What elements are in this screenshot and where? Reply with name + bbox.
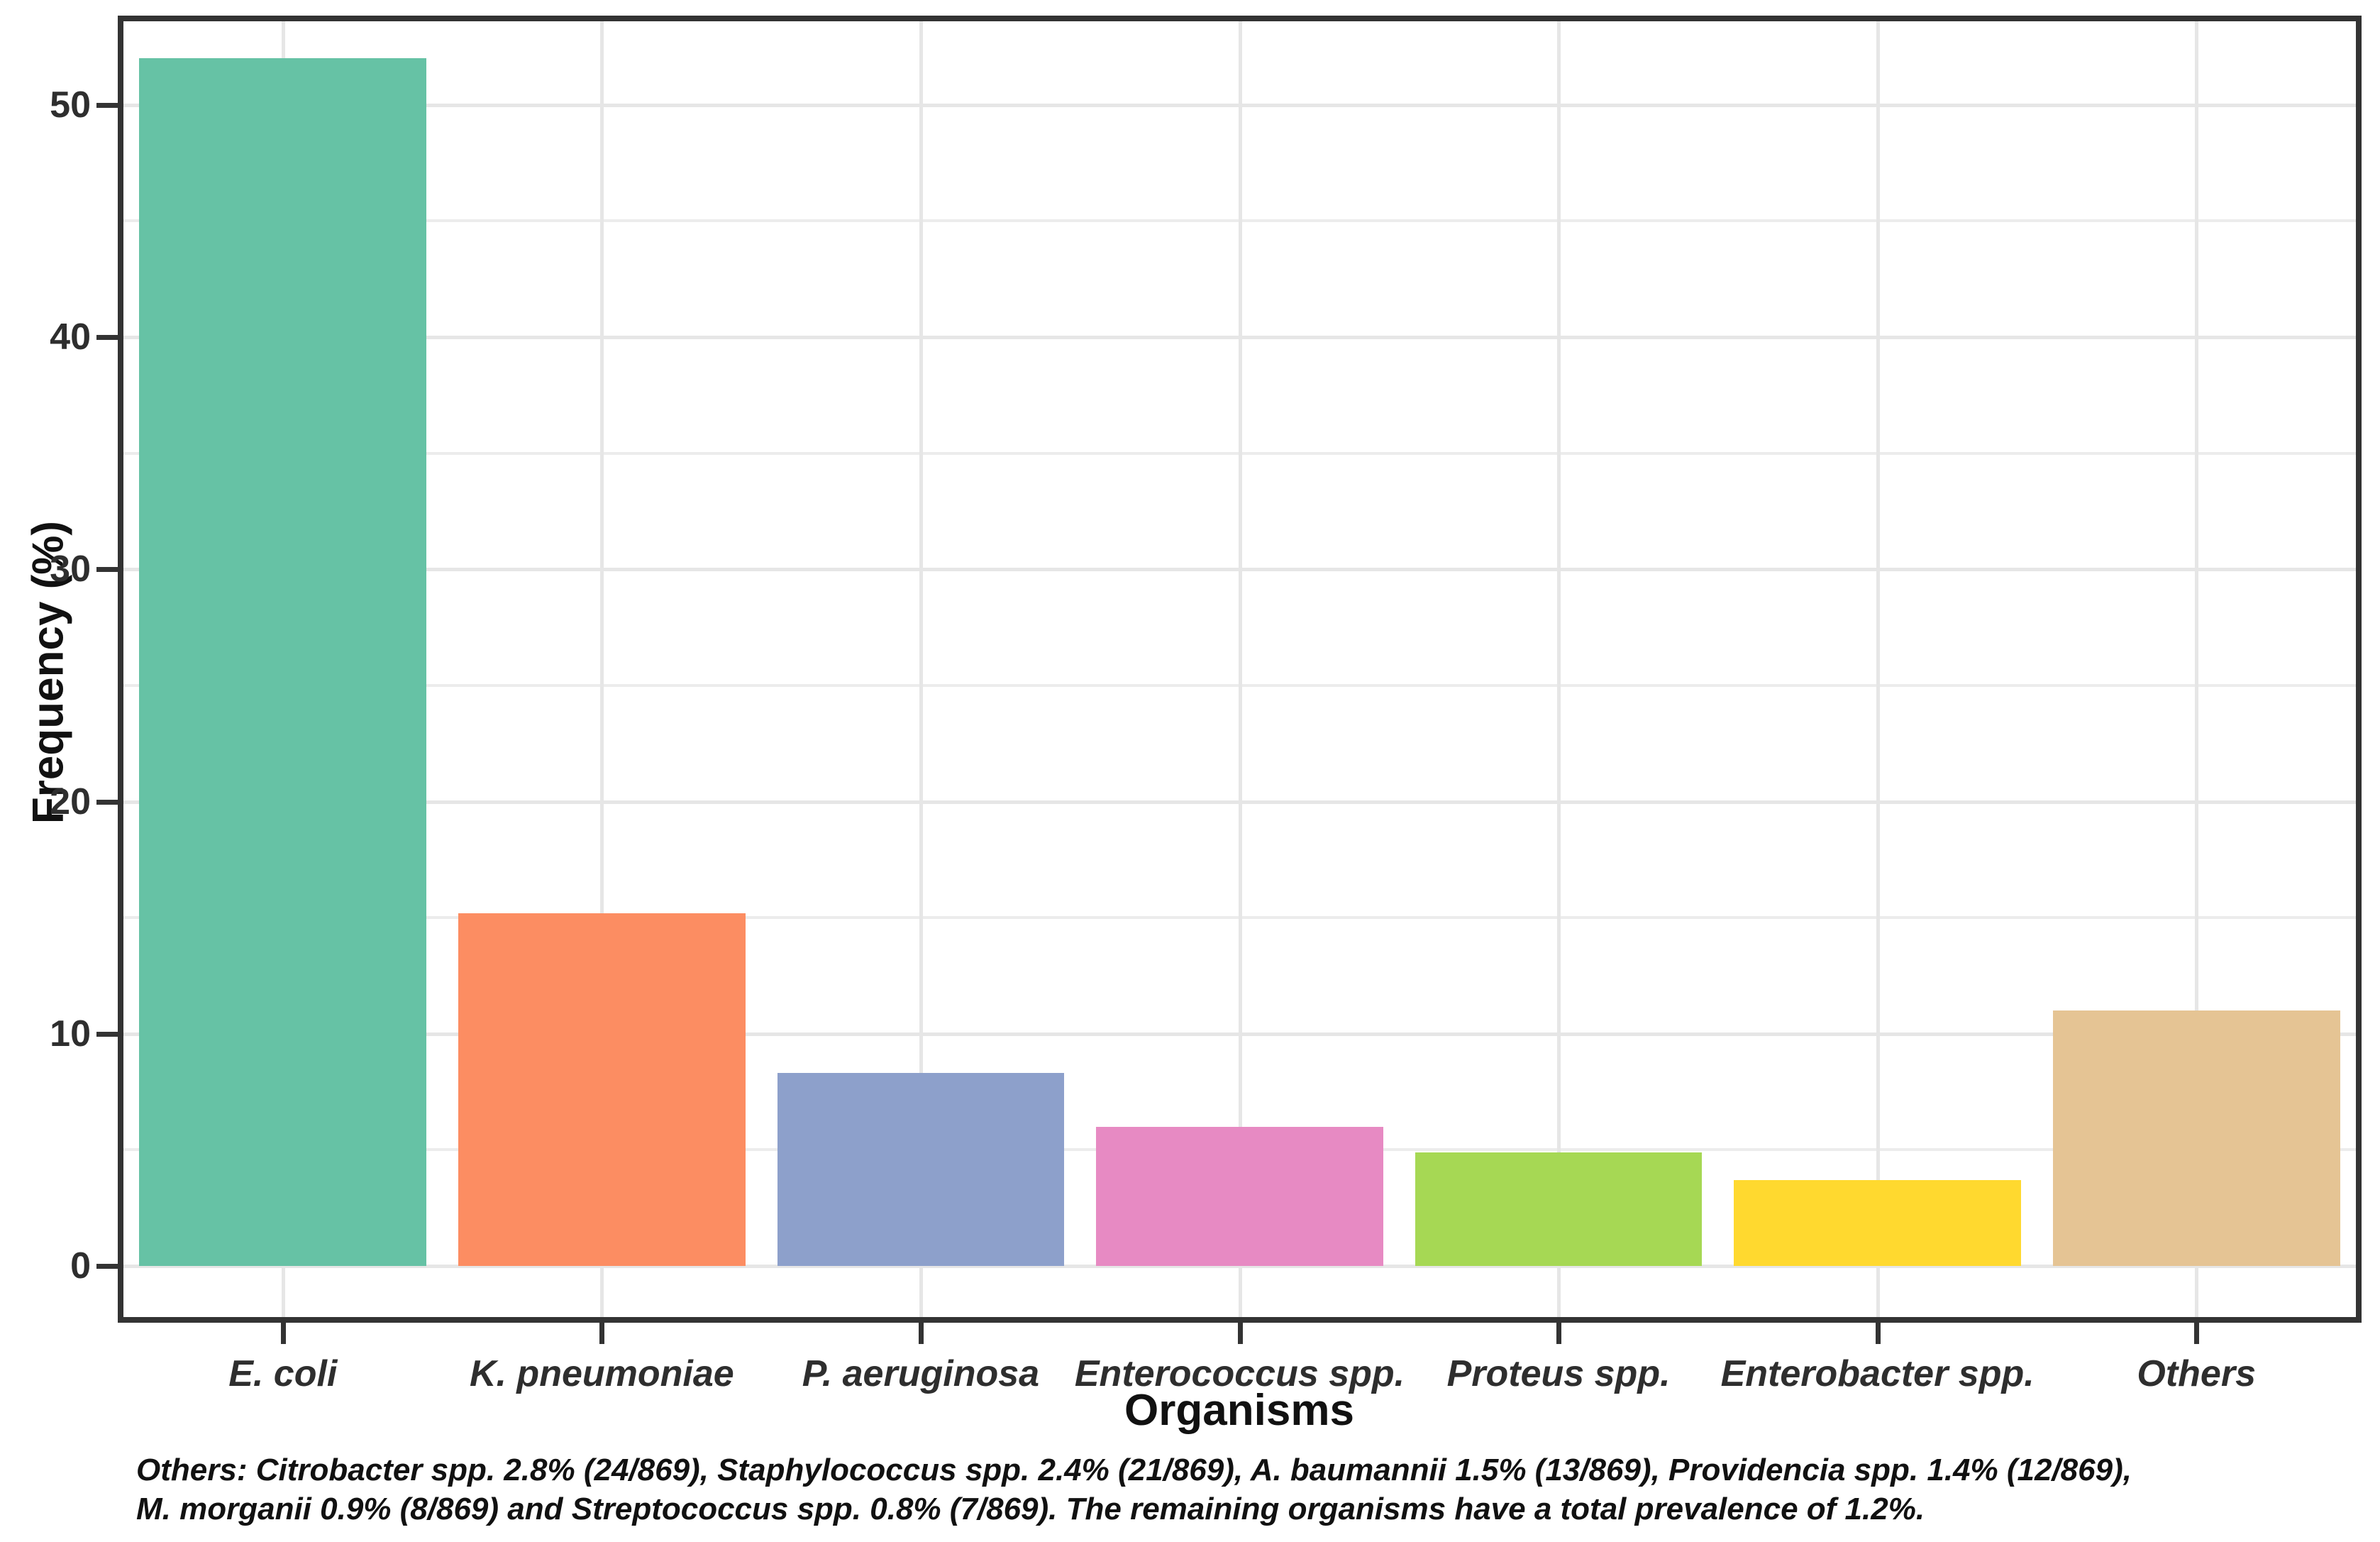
gridline-x-others xyxy=(2195,21,2199,1317)
x-tick-e-coli xyxy=(280,1323,286,1344)
y-tick-20 xyxy=(96,799,118,805)
gridline-x-enterobacter-spp xyxy=(1876,21,1880,1317)
bar-proteus-spp xyxy=(1415,1152,1703,1266)
footnote-line-1: Others: Citrobacter spp. 2.8% (24/869), … xyxy=(136,1453,2132,1487)
y-tick-label-50: 50 xyxy=(50,84,91,126)
gridline-x-enterococcus-spp xyxy=(1238,21,1242,1317)
x-tick-label-enterococcus-spp: Enterococcus spp. xyxy=(1074,1353,1405,1394)
plot-area xyxy=(123,21,2356,1317)
x-tick-label-k-pneumoniae: K. pneumoniae xyxy=(469,1353,734,1394)
x-tick-enterobacter-spp xyxy=(1875,1323,1881,1344)
bar-p-aeruginosa xyxy=(777,1073,1065,1266)
x-tick-k-pneumoniae xyxy=(599,1323,605,1344)
gridline-x-k-pneumoniae xyxy=(600,21,604,1317)
y-tick-30 xyxy=(96,567,118,573)
x-tick-label-e-coli: E. coli xyxy=(228,1353,338,1394)
x-tick-label-others: Others xyxy=(2137,1353,2256,1394)
y-tick-label-0: 0 xyxy=(70,1245,91,1287)
x-tick-label-p-aeruginosa: P. aeruginosa xyxy=(802,1353,1040,1394)
y-tick-label-20: 20 xyxy=(50,781,91,822)
bar-enterobacter-spp xyxy=(1734,1179,2021,1266)
gridline-x-proteus-spp xyxy=(1557,21,1561,1317)
y-tick-10 xyxy=(96,1031,118,1037)
bar-others xyxy=(2052,1010,2340,1266)
bar-k-pneumoniae xyxy=(458,913,746,1266)
x-tick-p-aeruginosa xyxy=(918,1323,924,1344)
y-tick-50 xyxy=(96,102,118,108)
y-tick-label-30: 30 xyxy=(50,549,91,590)
bar-e-coli xyxy=(139,58,427,1266)
x-axis-title: Organisms xyxy=(1124,1386,1354,1435)
plot-panel xyxy=(118,16,2362,1323)
x-tick-label-enterobacter-spp: Enterobacter spp. xyxy=(1720,1353,2035,1394)
x-tick-others xyxy=(2194,1323,2200,1344)
y-tick-40 xyxy=(96,335,118,341)
footnote: Others: Citrobacter spp. 2.8% (24/869), … xyxy=(136,1450,2364,1529)
y-tick-0 xyxy=(96,1264,118,1269)
y-tick-label-10: 10 xyxy=(50,1013,91,1054)
bar-enterococcus-spp xyxy=(1096,1126,1383,1266)
x-tick-enterococcus-spp xyxy=(1237,1323,1243,1344)
gridline-x-p-aeruginosa xyxy=(919,21,923,1317)
footnote-line-2: M. morganii 0.9% (8/869) and Streptococc… xyxy=(136,1492,1925,1526)
x-tick-proteus-spp xyxy=(1556,1323,1562,1344)
x-tick-label-proteus-spp: Proteus spp. xyxy=(1446,1353,1671,1394)
y-axis-title: Frequency (%) xyxy=(23,520,73,825)
y-tick-label-40: 40 xyxy=(50,316,91,358)
